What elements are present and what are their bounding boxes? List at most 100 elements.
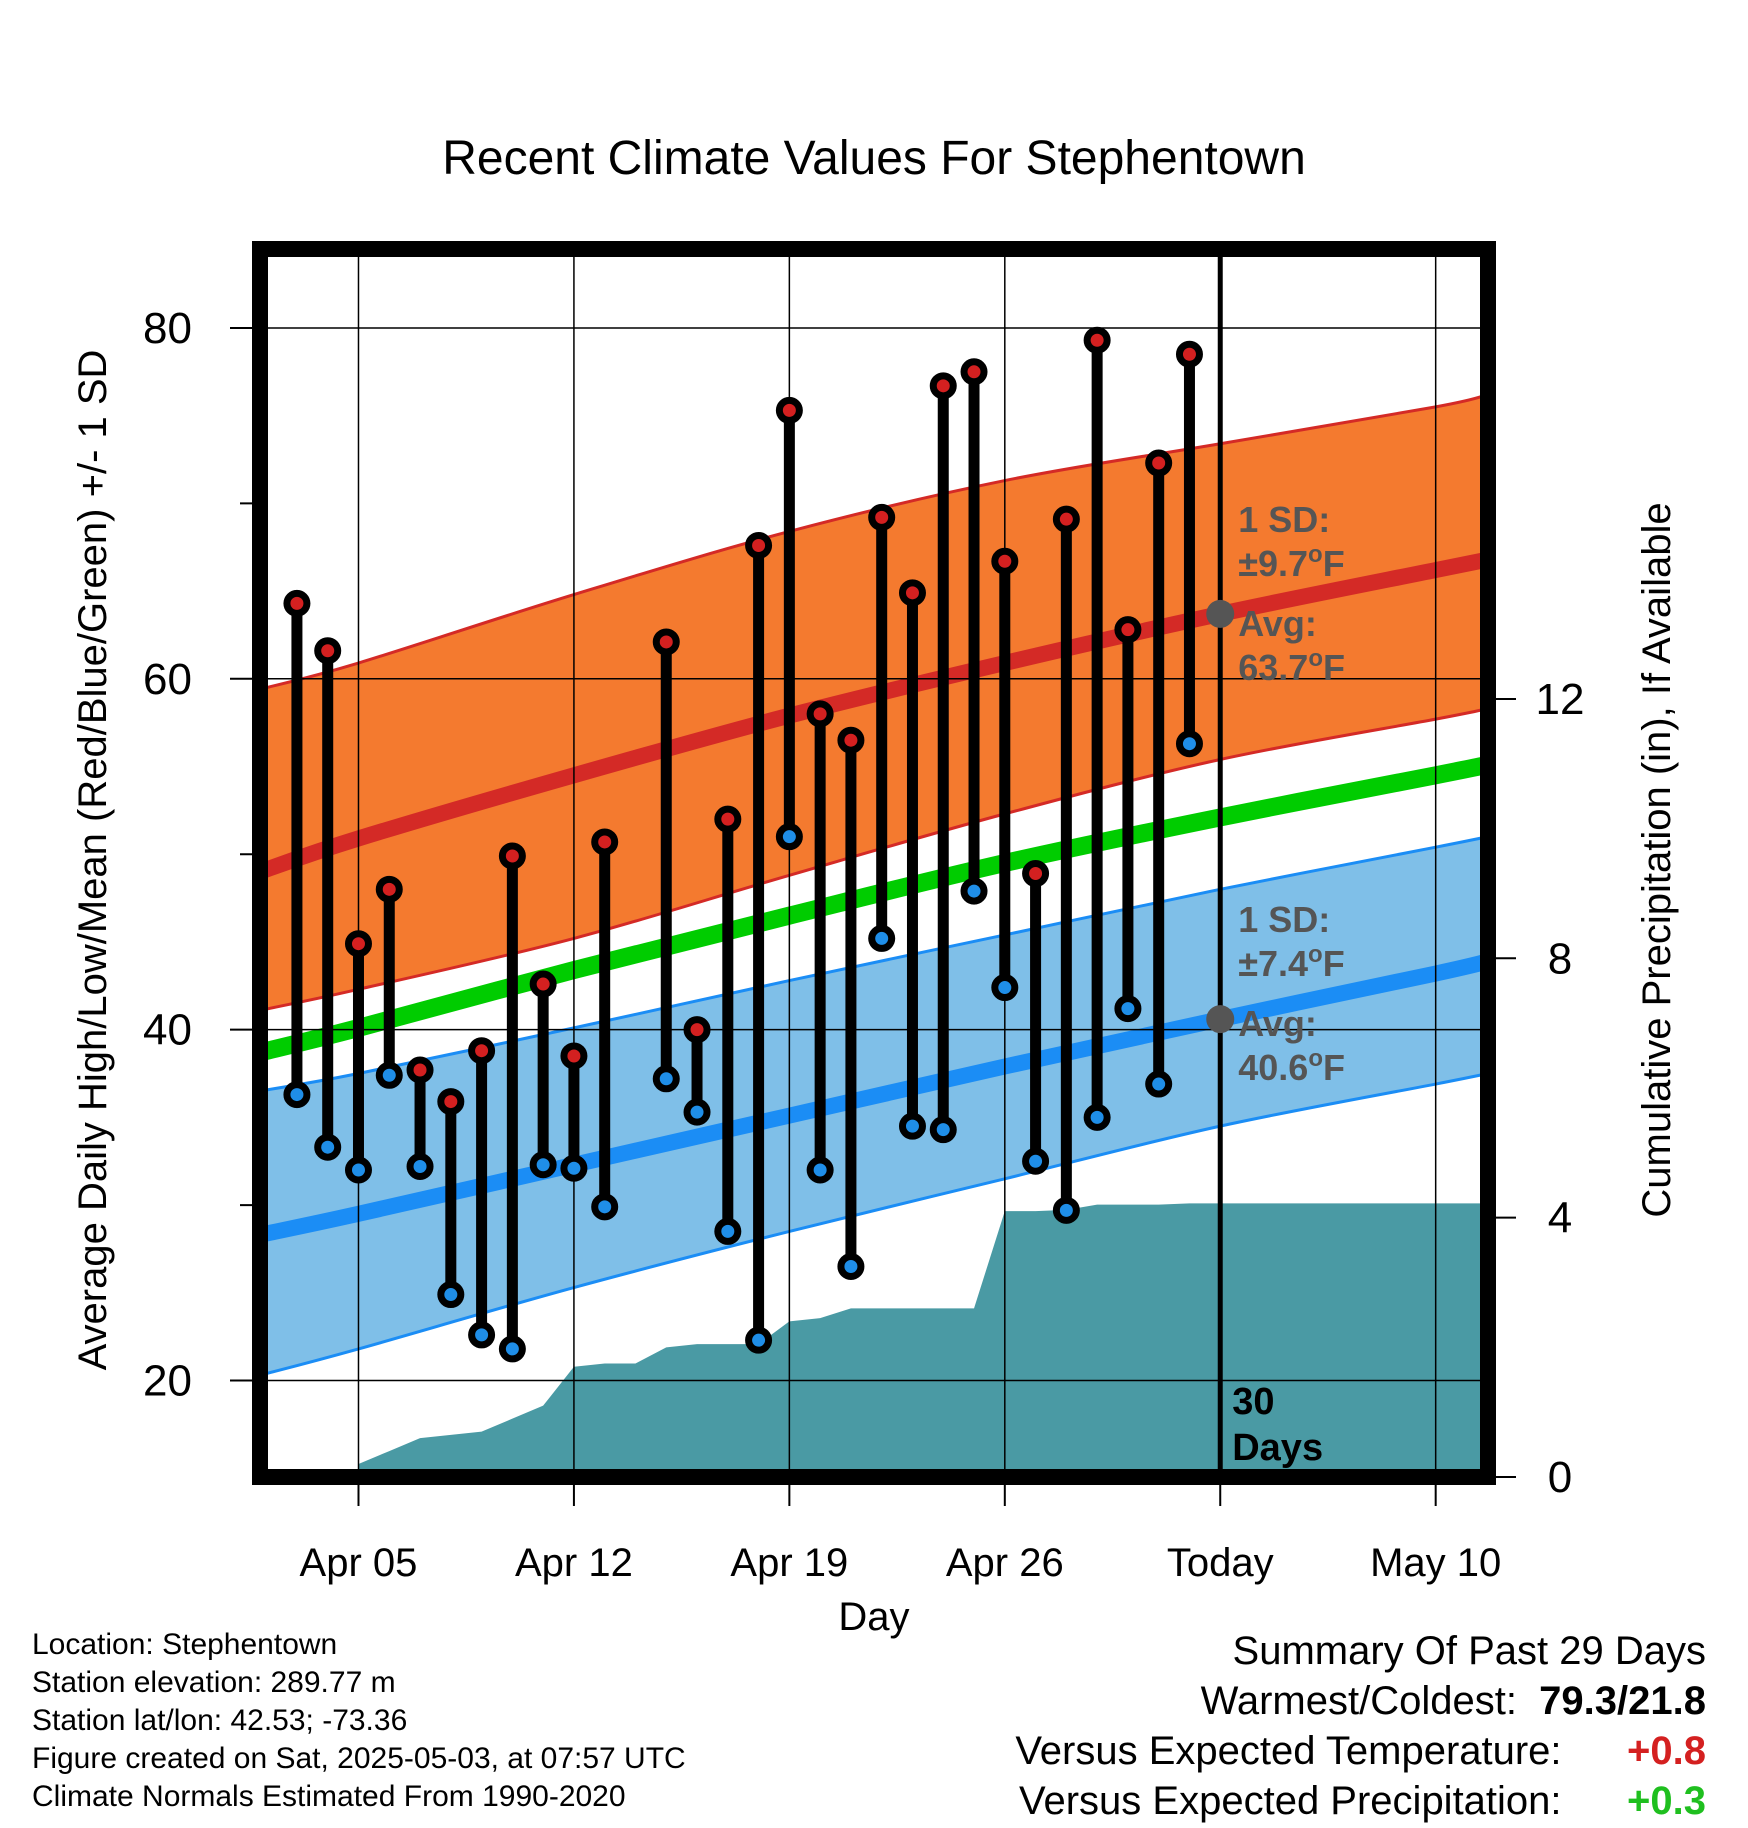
warm-cold-value: 79.3/21.8 [1539, 1679, 1706, 1723]
daily-high-point [591, 828, 619, 856]
daily-low-point [375, 1061, 403, 1089]
precip-area [358, 1203, 1488, 1477]
y-right-tick-label: 8 [1548, 934, 1572, 983]
x-tick-label: Apr 12 [515, 1541, 633, 1585]
axes: 20 40 60 80 0 4 8 12 Apr 05 Apr 12 Apr 19 Apr 26 Tod… [143, 304, 1584, 1585]
y-right-tick-label: 4 [1548, 1194, 1572, 1243]
low-avg-label: Avg: [1238, 1003, 1317, 1044]
low-sd-label: 1 SD: [1238, 899, 1330, 940]
daily-low-point [745, 1326, 773, 1354]
temp-vs-expected-label: Versus Expected Temperature: [1015, 1729, 1562, 1773]
daily-high-point [1145, 449, 1173, 477]
daily-low-point [283, 1081, 311, 1109]
daily-low-point [775, 823, 803, 851]
daily-low-point [1145, 1070, 1173, 1098]
daily-low-point [498, 1335, 526, 1363]
station-location: Location: Stephentown [32, 1628, 338, 1661]
daily-high-point [375, 875, 403, 903]
daily-high-point [775, 396, 803, 424]
y-left-tick-label: 40 [143, 1006, 192, 1055]
y-left-tick-label: 60 [143, 655, 192, 704]
daily-high-point [1114, 616, 1142, 644]
daily-high-point [868, 503, 896, 531]
today-high-avg-marker [1206, 599, 1235, 628]
high-sd-label: 1 SD: [1238, 499, 1330, 540]
y-left-tick-label: 20 [143, 1357, 192, 1406]
daily-high-point [314, 637, 342, 665]
daily-high-point [960, 358, 988, 386]
daily-high-point [652, 628, 680, 656]
daily-low-point [868, 924, 896, 952]
figure-created: Figure created on Sat, 2025-05-03, at 07… [32, 1742, 686, 1775]
normal-low-band-lower-edge [260, 1072, 1488, 1377]
daily-low-point [1114, 995, 1142, 1023]
daily-low-point [991, 974, 1019, 1002]
station-elevation: Station elevation: 289.77 m [32, 1666, 396, 1699]
summary-title: Summary Of Past 29 Days [1232, 1629, 1706, 1673]
daily-high-point [344, 930, 372, 958]
daily-low-point [929, 1116, 957, 1144]
low-avg-value: 40.6oF [1238, 1045, 1345, 1088]
days-count-label: 30 [1232, 1381, 1274, 1423]
x-tick-label: Today [1167, 1541, 1274, 1585]
daily-low-point [837, 1252, 865, 1280]
normal-high-band-upper-edge [260, 393, 1488, 691]
normal-high-band-lower-edge [260, 707, 1488, 1012]
daily-low-point [560, 1154, 588, 1182]
normal-low-band-upper-edge [260, 835, 1488, 1093]
daily-high-point [806, 700, 834, 728]
daily-low-point [591, 1193, 619, 1221]
precip-vs-expected-value: +0.3 [1627, 1779, 1706, 1823]
daily-low-point [652, 1065, 680, 1093]
normal-mean-line [260, 755, 1488, 1062]
summary-panel: Summary Of Past 29 Days Warmest/Coldest:… [1015, 1626, 1706, 1826]
y-left-tick-label: 80 [143, 304, 192, 353]
daily-low-point [1083, 1103, 1111, 1131]
normal-low-mean-line [260, 953, 1488, 1243]
daily-low-point [1175, 730, 1203, 758]
daily-high-point [1175, 340, 1203, 368]
high-sd-value: ±9.7oF [1238, 541, 1344, 584]
plot-area [260, 249, 1488, 1477]
climate-normals-note: Climate Normals Estimated From 1990-2020 [32, 1780, 626, 1813]
daily-low-point [406, 1152, 434, 1180]
daily-low-point [529, 1151, 557, 1179]
x-tick-label: Apr 19 [730, 1541, 848, 1585]
x-tick-label: Apr 26 [946, 1541, 1064, 1585]
daily-high-point [837, 726, 865, 754]
daily-high-point [1083, 326, 1111, 354]
daily-low-point [898, 1112, 926, 1140]
normal-low-band [260, 836, 1488, 1376]
y-right-tick-label: 12 [1536, 675, 1585, 724]
today-low-avg-marker [1206, 1005, 1235, 1034]
high-avg-label: Avg: [1238, 603, 1317, 644]
daily-low-point [1052, 1196, 1080, 1224]
daily-high-point [529, 970, 557, 998]
daily-high-point [283, 589, 311, 617]
y-axis-left-label: Average Daily High/Low/Mean (Red/Blue/Gr… [71, 350, 115, 1371]
daily-high-point [406, 1056, 434, 1084]
y-axis-right-label: Cumulative Precipitation (in), If Availa… [1635, 502, 1679, 1217]
normal-high-mean-line [260, 551, 1488, 880]
daily-high-point [929, 372, 957, 400]
daily-low-point [1022, 1147, 1050, 1175]
daily-high-point [745, 531, 773, 559]
daily-high-point [468, 1037, 496, 1065]
daily-low-point [437, 1281, 465, 1309]
x-tick-label: May 10 [1370, 1541, 1501, 1585]
temp-vs-expected-value: +0.8 [1627, 1729, 1706, 1773]
precip-vs-expected-label: Versus Expected Precipitation: [1019, 1779, 1562, 1823]
daily-high-point [1052, 505, 1080, 533]
daily-high-point [437, 1088, 465, 1116]
daily-high-point [991, 547, 1019, 575]
daily-high-point [714, 805, 742, 833]
station-info: Location: Stephentown Station elevation:… [32, 1626, 686, 1816]
daily-low-point [806, 1156, 834, 1184]
days-word-label: Days [1232, 1427, 1323, 1469]
daily-high-point [1022, 860, 1050, 888]
daily-high-point [683, 1016, 711, 1044]
y-right-tick-label: 0 [1548, 1453, 1572, 1502]
daily-low-point [314, 1133, 342, 1161]
